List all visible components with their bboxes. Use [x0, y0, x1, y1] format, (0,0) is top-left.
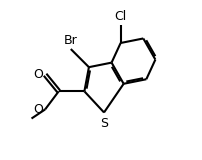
- Text: Br: Br: [64, 34, 78, 47]
- Text: Cl: Cl: [115, 10, 127, 23]
- Text: O: O: [34, 103, 44, 116]
- Text: O: O: [34, 68, 44, 81]
- Text: S: S: [100, 117, 108, 130]
